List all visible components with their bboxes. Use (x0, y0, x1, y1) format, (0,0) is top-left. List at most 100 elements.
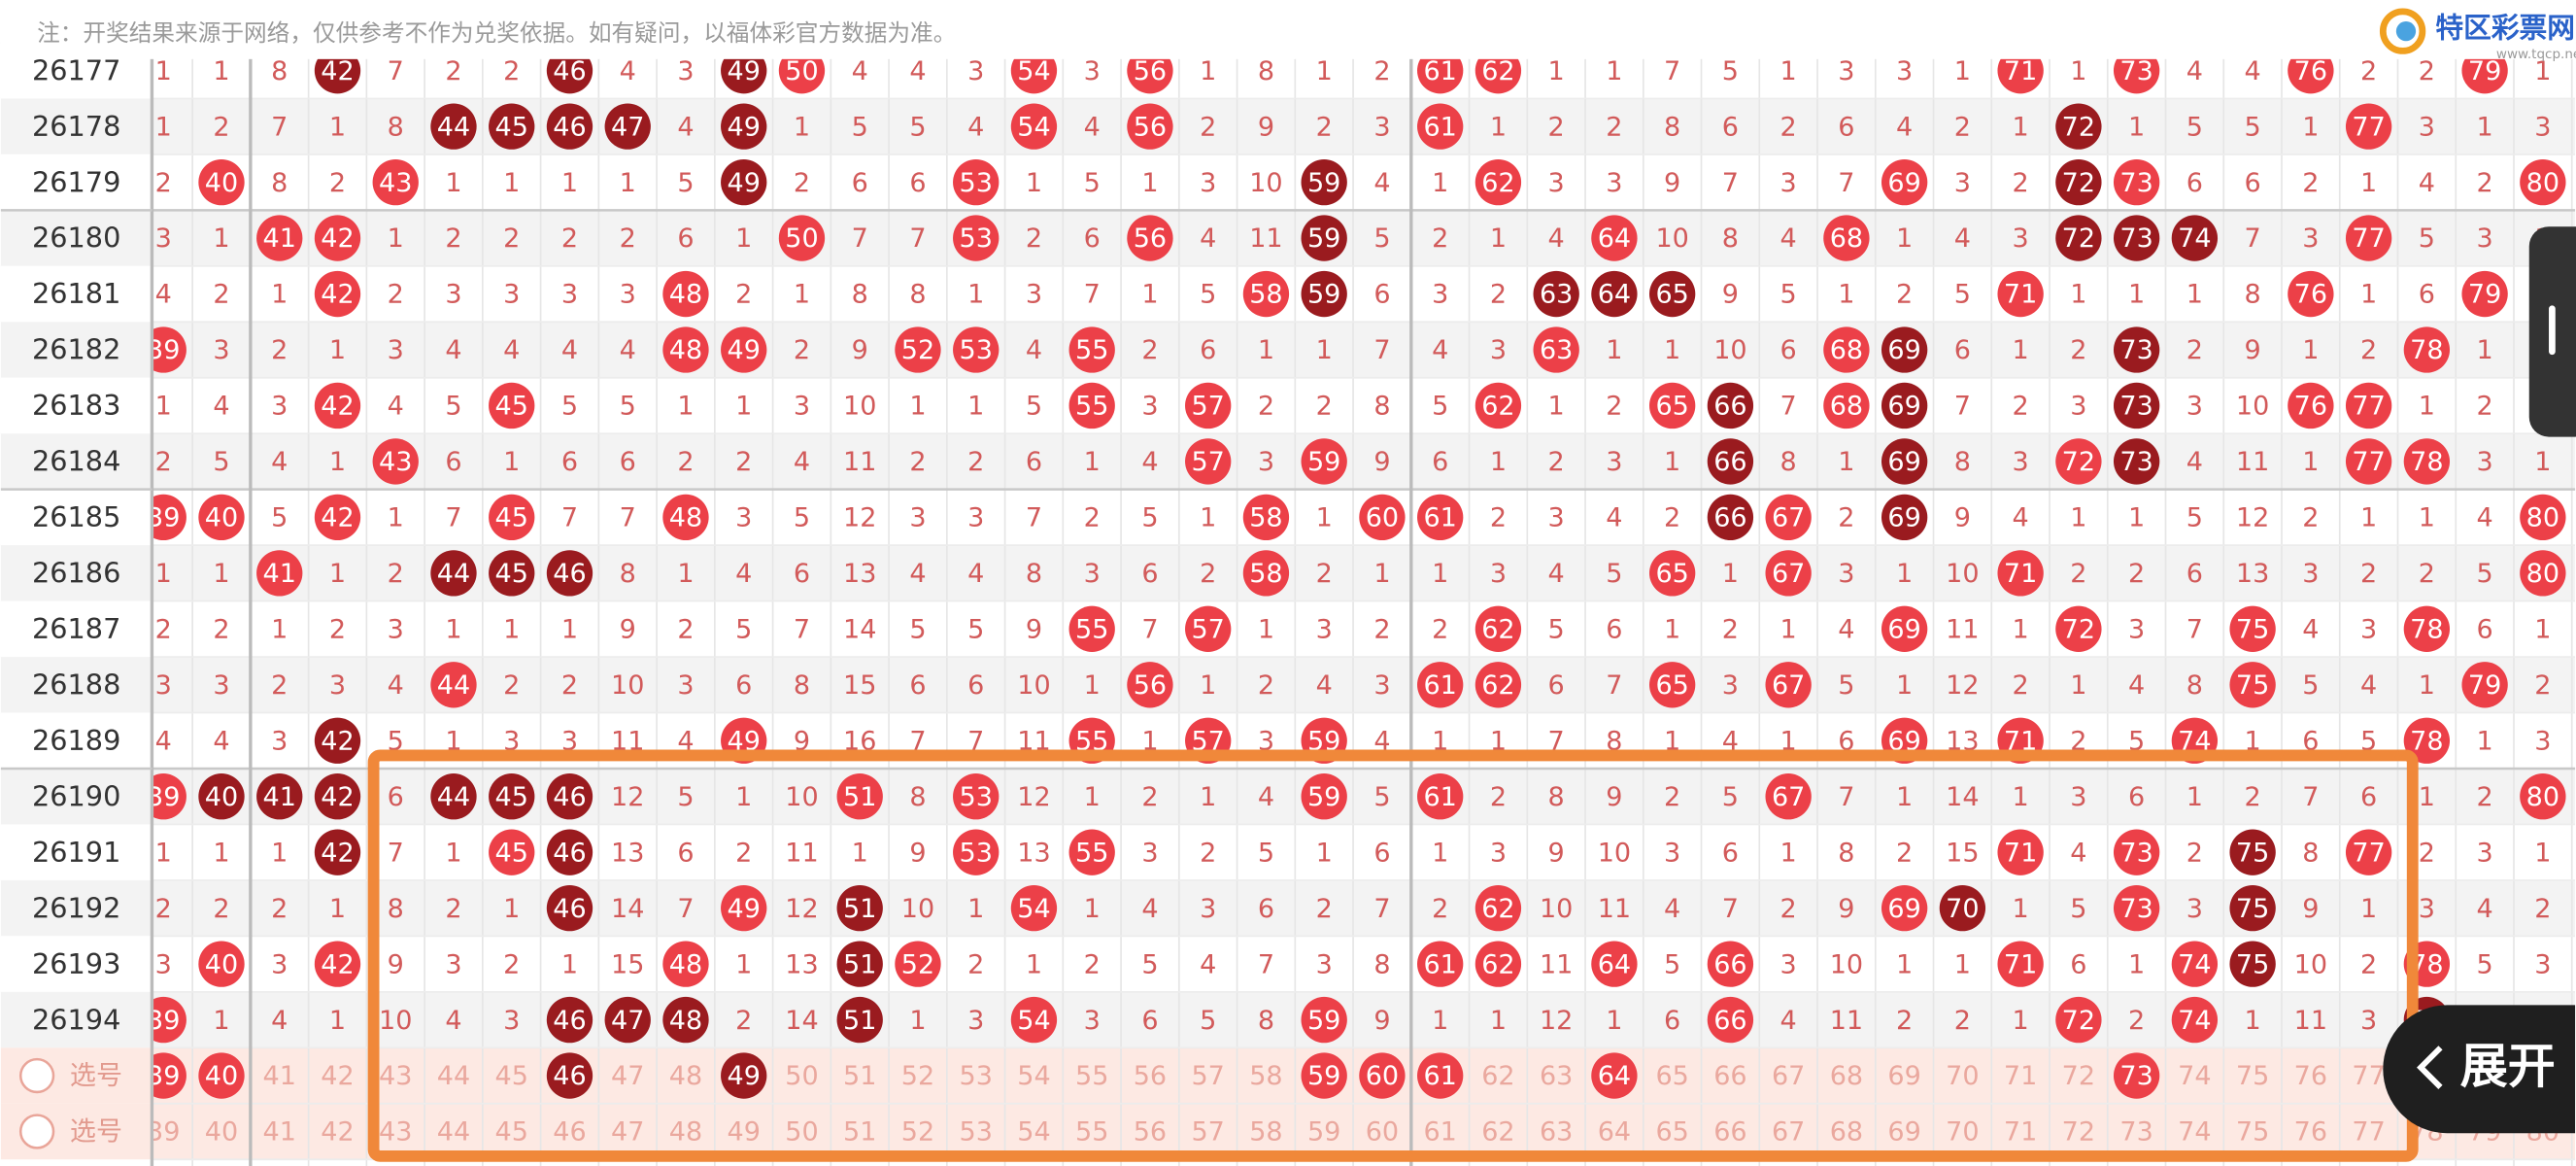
select-number[interactable]: 54 (1017, 1117, 1050, 1148)
ball (604, 103, 651, 150)
ball-number: 75 (2236, 670, 2269, 701)
row-bg (0, 768, 2576, 825)
select-label: 选号 (70, 1061, 122, 1091)
select-number[interactable]: 66 (1713, 1061, 1746, 1091)
ball-number: 64 (1598, 223, 1631, 254)
ball (2403, 605, 2451, 652)
select-number[interactable]: 70 (1946, 1117, 1979, 1148)
select-radio[interactable] (18, 1114, 55, 1149)
select-number[interactable]: 54 (1017, 1061, 1050, 1091)
select-number[interactable]: 57 (1191, 1061, 1224, 1091)
select-number[interactable]: 43 (379, 1061, 412, 1091)
select-number[interactable]: 55 (1075, 1117, 1108, 1148)
select-number[interactable]: 59 (1307, 1117, 1340, 1148)
issue-number: 26184 (32, 445, 120, 478)
select-number[interactable]: 56 (1134, 1117, 1167, 1148)
select-number[interactable]: 75 (2236, 1117, 2269, 1148)
ball (2113, 829, 2160, 875)
select-number[interactable]: 50 (785, 1117, 818, 1148)
ball-number: 78 (2410, 335, 2443, 365)
select-number[interactable]: 47 (611, 1117, 644, 1148)
select-number[interactable]: 43 (379, 1117, 412, 1148)
select-number[interactable]: 72 (2062, 1061, 2095, 1091)
ball (430, 103, 477, 150)
select-number[interactable]: 48 (669, 1061, 702, 1091)
select-number[interactable]: 55 (1075, 1061, 1108, 1091)
select-number[interactable]: 66 (1713, 1117, 1746, 1148)
select-number[interactable]: 67 (1772, 1117, 1805, 1148)
select-number[interactable]: 71 (2004, 1061, 2037, 1091)
select-number[interactable]: 51 (843, 1061, 876, 1091)
select-number[interactable]: 67 (1772, 1061, 1805, 1091)
ball-number: 74 (2178, 1006, 2211, 1036)
select-number[interactable]: 71 (2004, 1117, 2037, 1148)
select-number[interactable]: 75 (2236, 1061, 2269, 1091)
select-number[interactable]: 46 (553, 1117, 586, 1148)
select-number[interactable]: 41 (263, 1061, 296, 1091)
select-number[interactable]: 48 (669, 1117, 702, 1148)
ball (2113, 884, 2160, 932)
select-number[interactable]: 42 (321, 1061, 354, 1091)
select-number[interactable]: 69 (1887, 1117, 1920, 1148)
miss-count: 8 (1258, 56, 1274, 86)
select-number[interactable]: 63 (1540, 1061, 1573, 1091)
select-number[interactable]: 68 (1830, 1117, 1863, 1148)
miss-count: 2 (794, 335, 810, 365)
select-radio[interactable] (18, 1057, 55, 1094)
miss-count: 5 (2302, 670, 2319, 701)
select-number[interactable]: 44 (437, 1117, 470, 1148)
select-number[interactable]: 56 (1134, 1061, 1167, 1091)
ball (314, 215, 361, 261)
select-number[interactable]: 51 (843, 1117, 876, 1148)
select-number[interactable]: 77 (2352, 1117, 2385, 1148)
select-number[interactable]: 40 (205, 1117, 238, 1148)
miss-count: 8 (909, 782, 926, 812)
select-number[interactable]: 65 (1655, 1061, 1688, 1091)
miss-count: 1 (329, 894, 346, 924)
select-number[interactable]: 58 (1249, 1117, 1282, 1148)
select-number[interactable]: 45 (495, 1061, 528, 1091)
select-number[interactable]: 64 (1598, 1117, 1631, 1148)
select-number[interactable]: 61 (1423, 1117, 1456, 1148)
miss-count: 1 (677, 559, 694, 589)
miss-count: 1 (503, 894, 520, 924)
select-number[interactable]: 53 (960, 1061, 993, 1091)
select-number[interactable]: 60 (1366, 1117, 1399, 1148)
miss-count: 7 (2245, 223, 2261, 254)
select-number[interactable]: 74 (2178, 1117, 2211, 1148)
select-number[interactable]: 44 (437, 1061, 470, 1091)
ball-number: 65 (1655, 559, 1688, 589)
select-number[interactable]: 52 (901, 1061, 934, 1091)
select-number[interactable]: 49 (728, 1117, 761, 1148)
ball-number: 42 (321, 392, 354, 422)
select-number[interactable]: 45 (495, 1117, 528, 1148)
miss-count: 6 (794, 559, 810, 589)
select-number[interactable]: 72 (2062, 1117, 2095, 1148)
select-number[interactable]: 62 (1481, 1117, 1514, 1148)
select-number[interactable]: 50 (785, 1061, 818, 1091)
select-number[interactable]: 70 (1946, 1061, 1979, 1091)
ball (1359, 494, 1406, 541)
miss-count: 2 (1780, 894, 1797, 924)
select-number[interactable]: 77 (2352, 1061, 2385, 1091)
select-number[interactable]: 47 (611, 1061, 644, 1091)
select-number[interactable]: 63 (1540, 1117, 1573, 1148)
select-number[interactable]: 76 (2294, 1117, 2327, 1148)
select-number[interactable]: 52 (901, 1117, 934, 1148)
select-number[interactable]: 62 (1481, 1061, 1514, 1091)
select-number[interactable]: 74 (2178, 1061, 2211, 1091)
ball (372, 438, 419, 485)
expand-label: 展开 (2460, 1039, 2556, 1094)
select-number[interactable]: 76 (2294, 1061, 2327, 1091)
select-number[interactable]: 53 (960, 1117, 993, 1148)
select-number[interactable]: 57 (1191, 1117, 1224, 1148)
ball (1823, 215, 1870, 261)
select-number[interactable]: 69 (1887, 1061, 1920, 1091)
select-number[interactable]: 65 (1655, 1117, 1688, 1148)
select-number[interactable]: 41 (263, 1117, 296, 1148)
select-number[interactable]: 68 (1830, 1061, 1863, 1091)
select-number[interactable]: 42 (321, 1117, 354, 1148)
expand-button[interactable]: 展开 (2383, 1005, 2576, 1134)
select-number[interactable]: 73 (2119, 1117, 2152, 1148)
select-number[interactable]: 58 (1249, 1061, 1282, 1091)
